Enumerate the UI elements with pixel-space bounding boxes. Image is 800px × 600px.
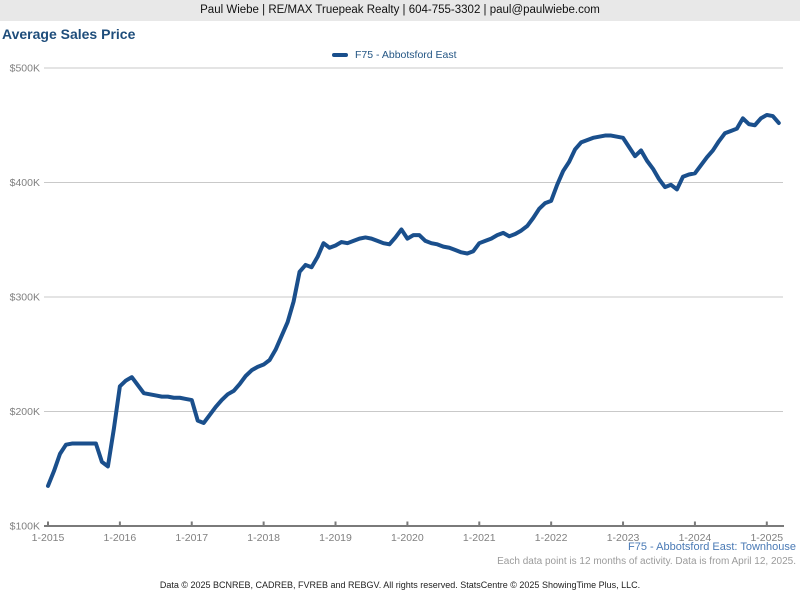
x-axis-label-1-2017: 1-2017	[175, 532, 208, 544]
y-axis-label-$500K: $500K	[10, 63, 40, 75]
chart-legend: F75 - Abbotsford East	[332, 49, 457, 61]
x-axis-label-1-2016: 1-2016	[104, 532, 137, 544]
legend-series-label: F75 - Abbotsford East	[355, 49, 457, 61]
data-period-note: Each data point is 12 months of activity…	[497, 556, 796, 567]
x-axis-label-1-2023: 1-2023	[607, 532, 640, 544]
agent-contact-text: Paul Wiebe | RE/MAX Truepeak Realty | 60…	[200, 4, 600, 16]
copyright-footer: Data © 2025 BCNREB, CADREB, FVREB and RE…	[159, 580, 641, 590]
y-axis-label-$100K: $100K	[10, 521, 40, 533]
x-axis-label-1-2020: 1-2020	[391, 532, 424, 544]
y-axis-label-$200K: $200K	[10, 406, 40, 418]
x-axis-label-1-2021: 1-2021	[463, 532, 496, 544]
series-line-abbotsford-east	[46, 112, 781, 488]
x-axis-label-1-2015: 1-2015	[32, 532, 65, 544]
series-detail-label: F75 - Abbotsford East: Townhouse	[628, 541, 796, 553]
y-axis-label-$400K: $400K	[10, 177, 40, 189]
page-title: Average Sales Price	[2, 26, 136, 42]
legend-line-swatch-icon	[332, 53, 348, 57]
x-axis-label-1-2025: 1-2025	[750, 532, 783, 544]
y-axis-label-$300K: $300K	[10, 292, 40, 304]
x-axis-label-1-2019: 1-2019	[319, 532, 352, 544]
x-axis-label-1-2018: 1-2018	[247, 532, 280, 544]
x-axis-label-1-2022: 1-2022	[535, 532, 568, 544]
x-axis-label-1-2024: 1-2024	[679, 532, 712, 544]
agent-contact-banner: Paul Wiebe | RE/MAX Truepeak Realty | 60…	[0, 0, 800, 21]
